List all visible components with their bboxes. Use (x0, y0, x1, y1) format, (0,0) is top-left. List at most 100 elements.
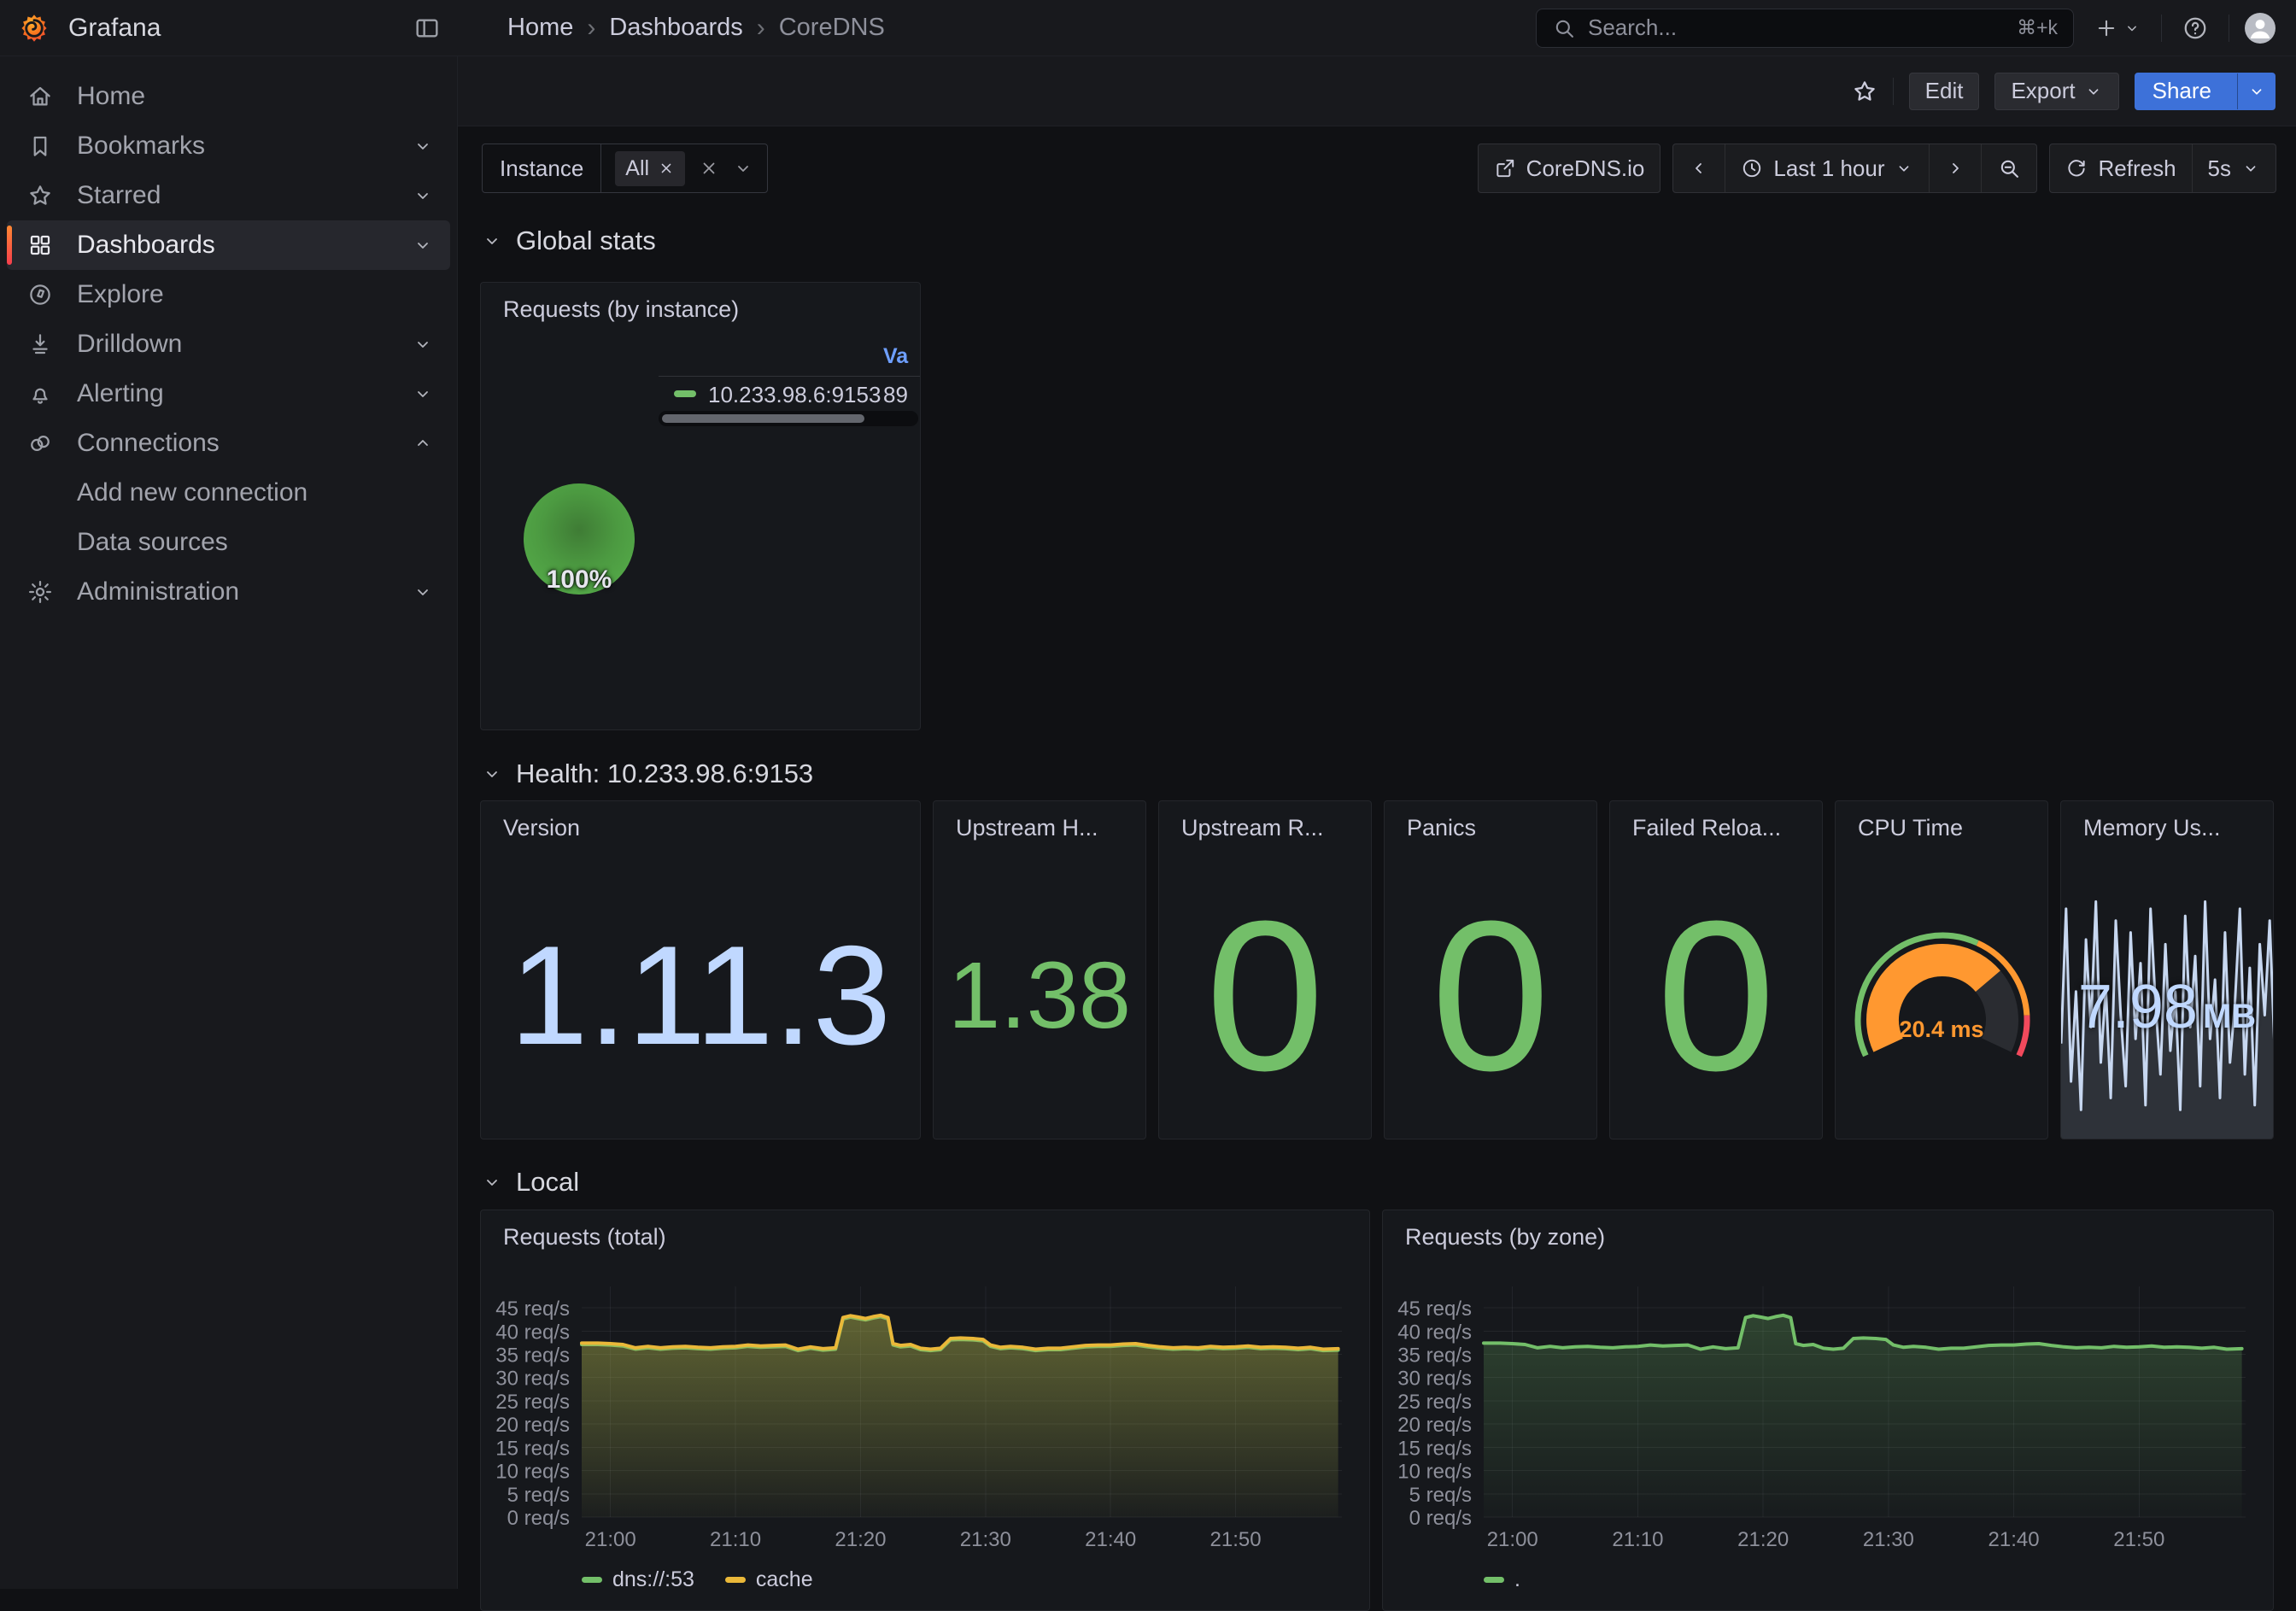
sidebar-item-connections[interactable]: Connections (7, 419, 450, 468)
y-tick-label: 15 req/s (1397, 1437, 1472, 1460)
section-global-stats[interactable]: Global stats (482, 222, 656, 260)
y-tick-label: 5 req/s (1409, 1484, 1472, 1507)
pie-percent-label: 100% (524, 565, 635, 595)
instance-variable-filter[interactable]: Instance All (482, 144, 768, 193)
panel-requests-by-instance: Requests (by instance) Va 10.233.98.6:91… (480, 282, 921, 730)
y-tick-label: 40 req/s (1397, 1321, 1472, 1344)
panel-cpu-time: CPU Time 20.4 ms (1835, 800, 2048, 1139)
breadcrumb: Home › Dashboards › CoreDNS (507, 14, 885, 43)
y-tick-label: 30 req/s (1397, 1368, 1472, 1391)
avatar[interactable] (2245, 13, 2276, 44)
sidebar-item-explore[interactable]: Explore (7, 270, 450, 319)
x-tick-label: 21:50 (2113, 1528, 2164, 1551)
help-button[interactable] (2177, 10, 2213, 46)
filter-chip-all[interactable]: All (615, 151, 685, 186)
legend-series-value: 89 (883, 382, 908, 408)
chevron-down-icon[interactable] (413, 136, 433, 156)
chevron-down-icon (482, 764, 502, 784)
stat-value: 7.98 MB (2061, 972, 2273, 1042)
chevron-down-icon[interactable] (733, 158, 753, 179)
section-title: Health: 10.233.98.6:9153 (516, 759, 813, 789)
section-title: Local (516, 1167, 579, 1198)
chip-label: All (625, 156, 649, 181)
scrollbar-thumb[interactable] (662, 414, 864, 423)
sidebar-item-add-new-connection[interactable]: Add new connection (7, 468, 450, 518)
dock-menu-button[interactable] (408, 9, 446, 47)
star-icon (1852, 79, 1877, 104)
legend-series-name: 10.233.98.6:9153 (708, 382, 881, 408)
y-tick-label: 10 req/s (1397, 1461, 1472, 1484)
favorite-star-button[interactable] (1852, 79, 1877, 104)
clear-icon[interactable] (699, 158, 719, 179)
sidebar-item-bookmarks[interactable]: Bookmarks (7, 121, 450, 171)
y-tick-label: 35 req/s (1397, 1344, 1472, 1367)
section-health[interactable]: Health: 10.233.98.6:9153 (482, 755, 813, 793)
close-icon[interactable] (658, 160, 675, 177)
y-tick-label: 10 req/s (495, 1461, 570, 1484)
export-label: Export (2011, 78, 2075, 104)
x-tick-label: 21:30 (960, 1528, 1011, 1551)
chevron-up-icon[interactable] (413, 433, 433, 454)
share-button[interactable]: Share (2135, 73, 2229, 109)
refresh-icon (2065, 157, 2088, 179)
stat-value: 1.11.3 (481, 878, 920, 1113)
breadcrumb-home[interactable]: Home (507, 14, 573, 42)
refresh-interval-picker[interactable]: 5s (2192, 144, 2276, 192)
sidebar-item-label: Connections (77, 429, 220, 458)
memory-value: 7.98 (2078, 972, 2198, 1042)
chevron-down-icon[interactable] (413, 582, 433, 602)
x-tick-label: 21:20 (1737, 1528, 1789, 1551)
time-range-picker[interactable]: Last 1 hour (1725, 144, 1929, 192)
zoom-out-button[interactable] (1981, 144, 2036, 192)
external-link-icon (1494, 157, 1516, 179)
help-icon (2182, 15, 2208, 41)
filter-label: Instance (483, 144, 601, 192)
filter-value[interactable]: All (601, 144, 767, 192)
sidebar-item-home[interactable]: Home (7, 72, 450, 121)
breadcrumb-dashboards[interactable]: Dashboards (609, 14, 742, 42)
x-tick-label: 21:00 (1487, 1528, 1538, 1551)
y-tick-label: 25 req/s (1397, 1391, 1472, 1414)
legend-swatch (1484, 1577, 1504, 1583)
sidebar-item-label: Data sources (77, 528, 228, 557)
search-input[interactable] (1588, 15, 2005, 41)
chevron-down-icon[interactable] (413, 334, 433, 354)
legend-scrollbar[interactable] (659, 411, 918, 426)
share-split-button: Share (2135, 73, 2276, 110)
sidebar-item-data-sources[interactable]: Data sources (7, 518, 450, 567)
sidebar-item-drilldown[interactable]: Drilldown (7, 319, 450, 369)
brand-name: Grafana (68, 14, 161, 43)
sidebar-item-administration[interactable]: Administration (7, 567, 450, 617)
new-button[interactable] (2089, 11, 2146, 45)
sidebar-item-dashboards[interactable]: Dashboards (7, 220, 450, 270)
time-back-button[interactable] (1673, 144, 1725, 192)
top-nav-actions: ⌘+k (1536, 9, 2296, 48)
legend-swatch (725, 1577, 746, 1583)
breadcrumb-separator: › (757, 14, 765, 43)
section-local[interactable]: Local (482, 1163, 579, 1201)
chevron-down-icon[interactable] (413, 235, 433, 255)
search-box[interactable]: ⌘+k (1536, 9, 2074, 48)
sidebar-item-label: Bookmarks (77, 132, 205, 161)
x-tick-label: 21:30 (1863, 1528, 1914, 1551)
panel-failed-reloads: Failed Reloa... 0 (1609, 800, 1823, 1139)
gauge-chart (1836, 801, 2048, 1139)
time-forward-button[interactable] (1929, 144, 1981, 192)
chevron-down-icon (2084, 82, 2103, 101)
sidebar-item-alerting[interactable]: Alerting (7, 369, 450, 419)
panel-requests-by-zone: Requests (by zone) 0 req/s5 req/s10 req/… (1382, 1210, 2274, 1611)
sidebar-item-starred[interactable]: Starred (7, 171, 450, 220)
panel-title: Memory Us... (2083, 815, 2252, 841)
legend-row[interactable]: 10.233.98.6:9153 89 (659, 380, 920, 411)
sidebar-item-label: Home (77, 82, 145, 111)
share-menu-button[interactable] (2237, 73, 2275, 109)
export-button[interactable]: Export (1994, 73, 2118, 110)
chevron-down-icon[interactable] (413, 185, 433, 206)
panel-title: Requests (by instance) (503, 296, 899, 323)
panel-title: Version (503, 815, 899, 841)
chevron-down-icon[interactable] (413, 384, 433, 404)
coredns-link-button[interactable]: CoreDNS.io (1478, 144, 1661, 193)
gauge-value: 20.4 ms (1836, 1016, 2047, 1043)
refresh-button[interactable]: Refresh (2050, 144, 2191, 192)
edit-button[interactable]: Edit (1909, 73, 1980, 110)
